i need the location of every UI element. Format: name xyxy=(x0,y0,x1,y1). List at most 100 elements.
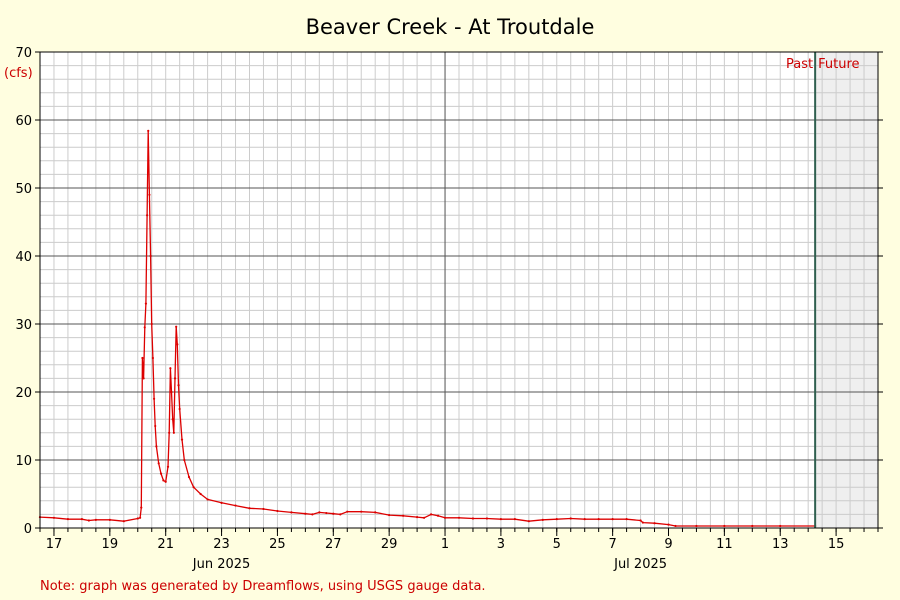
y-tick-label: 20 xyxy=(15,386,32,401)
x-month-label: Jul 2025 xyxy=(613,557,667,572)
flow-data-point xyxy=(180,438,184,441)
flow-data-point xyxy=(171,418,174,421)
flow-data-point xyxy=(143,326,146,329)
flow-data-point xyxy=(751,524,754,528)
flow-data-point xyxy=(388,513,391,517)
flow-data-point xyxy=(144,302,148,305)
flow-data-point xyxy=(178,407,181,411)
flow-data-point xyxy=(304,512,307,515)
x-tick-label: 17 xyxy=(46,537,63,552)
flow-data-point xyxy=(360,510,363,513)
flow-data-point xyxy=(443,516,447,519)
y-tick-label: 0 xyxy=(24,522,32,537)
flow-data-point xyxy=(80,518,83,521)
flow-series-line xyxy=(39,130,816,527)
flow-data-point xyxy=(173,377,177,380)
chart-title: Beaver Creek - At Troutdale xyxy=(306,15,595,39)
y-tick-label: 30 xyxy=(15,318,32,333)
flow-data-point xyxy=(527,520,530,523)
y-tick-label: 40 xyxy=(15,250,32,265)
x-tick-label: 15 xyxy=(828,537,845,552)
x-tick-label: 9 xyxy=(664,537,672,552)
past-label: Past xyxy=(786,57,813,72)
flow-data-point xyxy=(94,518,97,521)
flow-data-point xyxy=(145,214,149,217)
flow-data-point xyxy=(311,513,314,516)
flow-data-point xyxy=(192,486,195,489)
flow-data-point xyxy=(276,509,279,513)
flow-data-point xyxy=(541,518,544,521)
flow-data-point xyxy=(779,524,782,528)
future-label: Future xyxy=(818,57,859,72)
flow-data-point xyxy=(667,523,670,526)
x-tick-label: 21 xyxy=(157,537,174,552)
flow-data-point xyxy=(234,504,237,507)
flow-data-point xyxy=(674,524,677,528)
flow-data-point xyxy=(172,431,175,434)
flow-data-point xyxy=(695,524,698,528)
flow-data-point xyxy=(141,356,144,360)
x-tick-label: 23 xyxy=(213,537,230,552)
flow-data-point xyxy=(148,193,151,196)
y-axis-unit-label: (cfs) xyxy=(4,66,33,81)
flow-data-point xyxy=(183,458,186,462)
flow-data-point xyxy=(177,384,180,387)
flow-data-point xyxy=(168,431,171,434)
flow-data-point xyxy=(154,424,157,428)
flow-data-point xyxy=(653,522,656,525)
flow-data-point xyxy=(374,511,377,514)
y-tick-label: 60 xyxy=(15,114,32,129)
flow-data-point xyxy=(325,511,328,515)
flow-data-point xyxy=(169,367,172,370)
flow-data-point xyxy=(290,511,293,514)
flow-data-point xyxy=(248,507,251,510)
x-tick-label: 27 xyxy=(325,537,342,552)
grid-lines xyxy=(39,51,879,529)
y-tick-label: 10 xyxy=(15,454,32,469)
flow-data-point xyxy=(339,513,342,516)
flow-data-point xyxy=(170,390,173,394)
flow-data-point xyxy=(142,377,145,380)
flow-data-point xyxy=(555,518,558,521)
flow-data-point xyxy=(175,325,178,328)
flow-data-point xyxy=(157,462,160,465)
flow-data-point xyxy=(583,518,586,521)
flow-data-point xyxy=(220,501,223,504)
x-tick-label: 5 xyxy=(553,537,561,552)
flow-data-point xyxy=(147,129,150,132)
x-tick-label: 13 xyxy=(772,537,789,552)
flow-data-point xyxy=(87,519,90,522)
x-tick-label: 19 xyxy=(102,537,119,552)
flow-data-point xyxy=(436,514,440,517)
flow-data-point xyxy=(140,506,143,509)
flow-data-point xyxy=(429,513,433,516)
flow-data-point xyxy=(422,516,426,519)
future-region xyxy=(815,52,878,528)
y-tick-label: 70 xyxy=(15,46,32,61)
y-tick-label: 50 xyxy=(15,182,32,197)
flow-data-point xyxy=(597,518,600,521)
flow-data-point xyxy=(206,498,209,501)
flow-data-point xyxy=(166,465,170,468)
x-tick-label: 7 xyxy=(608,537,616,552)
x-tick-label: 29 xyxy=(381,537,398,552)
flow-data-point xyxy=(150,322,153,326)
flow-data-point xyxy=(485,517,489,520)
flow-data-point xyxy=(108,518,111,521)
flow-data-point xyxy=(332,512,335,515)
flow-data-point xyxy=(149,254,152,258)
flow-data-point xyxy=(625,518,628,521)
plot-frame xyxy=(39,51,879,529)
flow-data-point xyxy=(513,518,516,521)
flow-data-point xyxy=(151,356,154,360)
flow-data-point xyxy=(159,472,163,475)
flow-series-points xyxy=(38,129,817,528)
flow-data-point xyxy=(639,519,642,522)
flow-data-point xyxy=(402,514,405,517)
flow-data-point xyxy=(346,510,349,513)
x-month-label: Jun 2025 xyxy=(192,557,251,572)
x-tick-label: 3 xyxy=(497,537,505,552)
flow-data-point xyxy=(641,521,644,524)
